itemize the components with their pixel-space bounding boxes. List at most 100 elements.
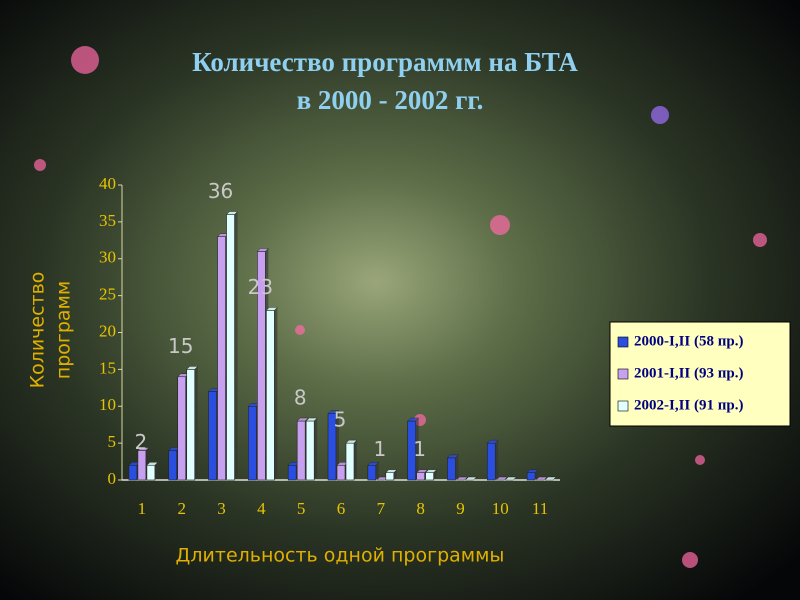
legend-label: 2000-I,II (58 пр.) xyxy=(634,333,743,349)
bar-group xyxy=(146,462,159,481)
y-axis-label-line: программ xyxy=(53,281,75,379)
bar xyxy=(287,464,297,481)
y-axis-label-line: Количество xyxy=(27,272,49,389)
bar-side xyxy=(393,469,397,480)
data-label: 2 xyxy=(135,430,148,454)
bar-group xyxy=(495,476,508,481)
bar-group xyxy=(464,476,478,481)
bar-side xyxy=(194,366,198,480)
data-label: 1 xyxy=(373,437,386,461)
bar xyxy=(186,369,196,481)
bar xyxy=(248,405,257,481)
legend-box xyxy=(609,321,791,427)
bar-group xyxy=(446,454,460,481)
bar-side xyxy=(234,211,238,480)
x-tick-label: 4 xyxy=(257,499,266,518)
bar-side xyxy=(495,440,499,480)
chart-title: в 2000 - 2002 гг. xyxy=(297,85,484,115)
data-label: 1 xyxy=(413,437,426,461)
bar-group xyxy=(186,366,199,481)
bar-side xyxy=(455,454,459,480)
bar-group xyxy=(367,462,380,481)
bar-group xyxy=(486,439,499,481)
bar-side xyxy=(274,307,278,480)
bar-group xyxy=(504,476,517,481)
bar xyxy=(168,450,178,481)
bar xyxy=(447,457,456,481)
bar xyxy=(266,310,275,481)
bar xyxy=(385,472,395,481)
y-tick-label: 30 xyxy=(99,248,116,267)
y-tick-label: 10 xyxy=(99,395,116,414)
y-tick-label: 5 xyxy=(108,432,117,451)
bar-group xyxy=(327,410,340,481)
x-axis-label: Длительность одной программы xyxy=(176,545,505,567)
x-tick-label: 1 xyxy=(138,499,147,518)
y-tick-label: 40 xyxy=(99,174,116,193)
bar-side xyxy=(375,462,379,480)
bar-group xyxy=(455,476,469,481)
bar-group xyxy=(305,417,318,481)
x-tick-label: 8 xyxy=(416,499,425,518)
bar xyxy=(367,464,377,481)
legend: 2000-I,II (58 пр.) 2001-I,II (93 пр.) 2002… xyxy=(609,321,791,427)
bar xyxy=(416,472,425,481)
bar xyxy=(226,214,235,481)
bar-side xyxy=(336,410,339,480)
bar-group xyxy=(425,469,438,481)
x-tick-label: 2 xyxy=(177,499,186,518)
bar-group xyxy=(345,439,358,481)
bar-side xyxy=(354,440,357,480)
bar xyxy=(208,391,217,481)
bar xyxy=(486,442,496,481)
bar xyxy=(128,464,138,481)
x-tick-label: 6 xyxy=(337,499,346,518)
stars xyxy=(34,46,767,568)
legend-swatch xyxy=(617,368,629,380)
bar xyxy=(177,376,187,481)
data-label: 15 xyxy=(168,334,193,358)
bar xyxy=(137,450,147,481)
bar xyxy=(296,420,306,481)
data-label: 23 xyxy=(248,275,273,299)
bar-group xyxy=(544,476,557,481)
legend-swatch xyxy=(617,400,629,412)
bar xyxy=(425,472,434,481)
bar xyxy=(217,236,226,481)
data-label: 8 xyxy=(294,386,307,410)
legend-swatch xyxy=(617,336,629,348)
y-tick-label: 25 xyxy=(99,285,116,304)
plot: 0 5 10 15 20 25 30 35 40 1 2 2 15 3 36 4 23 5 8 6 5 7 1 8 1 9 10 11 xyxy=(99,174,560,518)
bar-group xyxy=(535,476,548,481)
bar-group xyxy=(385,469,398,481)
legend-label: 2002-I,II (91 пр.) xyxy=(634,397,743,413)
data-label: 5 xyxy=(334,408,347,432)
bar xyxy=(336,464,346,481)
x-tick-label: 11 xyxy=(532,499,548,518)
bar-side xyxy=(314,418,318,480)
bar-group xyxy=(407,417,420,481)
bar-group xyxy=(265,307,278,481)
data-label: 36 xyxy=(208,179,233,203)
y-tick-label: 20 xyxy=(99,321,116,340)
x-tick-label: 10 xyxy=(492,499,509,518)
bar-side xyxy=(154,462,158,480)
y-tick-label: 35 xyxy=(99,211,116,230)
x-tick-label: 5 xyxy=(297,499,306,518)
bar-side xyxy=(415,418,419,480)
chart-title: Количество программм на БТА xyxy=(192,47,578,77)
bar xyxy=(146,464,156,481)
legend-label: 2001-I,II (93 пр.) xyxy=(634,365,743,381)
bar xyxy=(345,442,355,481)
y-tick-label: 15 xyxy=(99,358,116,377)
bar xyxy=(305,420,315,481)
bar-side xyxy=(535,469,539,480)
y-tick-label: 0 xyxy=(108,469,117,488)
bar-group xyxy=(526,469,539,481)
x-tick-label: 3 xyxy=(217,499,226,518)
bar-side xyxy=(433,469,437,480)
x-tick-label: 7 xyxy=(377,499,386,518)
y-axis-label: Количество программ xyxy=(27,272,75,389)
